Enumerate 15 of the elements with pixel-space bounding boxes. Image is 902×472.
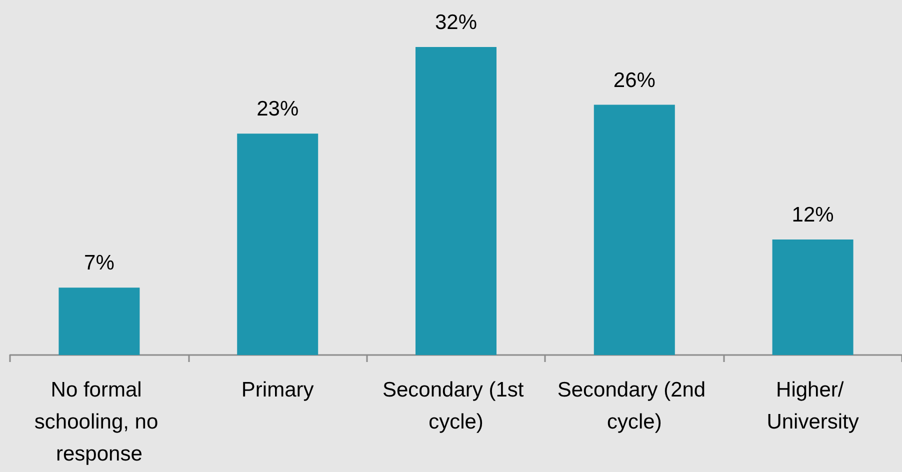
data-label: 26%	[613, 68, 656, 92]
x-tick-label: Secondary (1st cycle)	[382, 378, 530, 434]
bar	[58, 288, 140, 355]
x-tick-label: Secondary (2nd cycle)	[557, 378, 712, 434]
data-label: 23%	[256, 98, 299, 121]
bar	[237, 134, 318, 355]
x-tick-label: No formal schooling, no response	[34, 378, 164, 466]
bar	[416, 47, 496, 355]
x-tick-label: Primary	[241, 378, 314, 402]
data-label: 12%	[792, 204, 834, 226]
bar	[772, 240, 854, 355]
x-tick-label: Higher/ University	[766, 378, 860, 434]
data-label: 32%	[434, 11, 478, 34]
data-label: 7%	[84, 252, 114, 275]
bar	[594, 104, 675, 355]
